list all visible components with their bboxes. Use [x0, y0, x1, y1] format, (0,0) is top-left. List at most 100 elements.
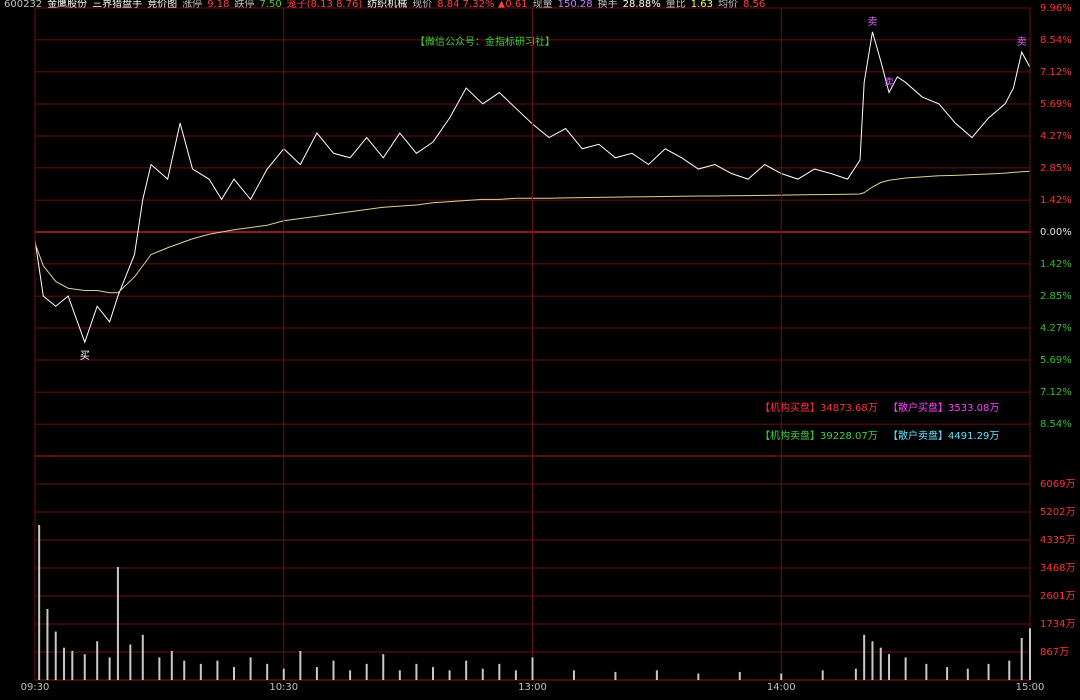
y-tick-label: 7.12% — [1040, 67, 1072, 78]
header-item: 8.84 7.32% ▲0.61 — [437, 0, 527, 10]
header-item: 9.18 — [207, 0, 229, 10]
annotation: 【机构卖盘】39228.07万 — [760, 429, 878, 442]
header-item: 均价 — [718, 0, 738, 10]
volume-bar — [1008, 660, 1011, 680]
header-item: 7.50 — [259, 0, 281, 10]
price-line — [34, 31, 1031, 344]
header-item: 1.63 — [691, 0, 713, 10]
volume-bar — [38, 524, 41, 680]
volume-bar — [888, 654, 891, 680]
volume-bar — [63, 647, 66, 680]
annotation: 【散户卖盘】4491.29万 — [888, 429, 999, 442]
header-item: 三界猎盘手 — [92, 0, 142, 10]
volume-bar — [83, 654, 86, 680]
volume-bar — [129, 644, 132, 680]
volume-bar — [365, 663, 368, 680]
volume-bar — [382, 654, 385, 680]
volume-bar — [481, 668, 484, 680]
y-tick-label: 1734万 — [1040, 619, 1075, 630]
volume-bar — [946, 667, 949, 680]
volume-bar — [655, 670, 658, 680]
volume-bar — [233, 667, 235, 680]
y-tick-label: 1.42% — [1040, 259, 1072, 270]
y-tick-label: 6069万 — [1040, 479, 1075, 490]
header-item: 金鹰股份 — [47, 0, 87, 10]
volume-bar — [821, 670, 824, 680]
volume-bar — [854, 668, 857, 680]
volume-bar — [572, 670, 575, 680]
volume-bar — [349, 670, 352, 680]
header-item: 28.88% — [623, 0, 661, 10]
volume-bar — [332, 660, 335, 680]
volume-bar — [1029, 628, 1031, 680]
volume-bar — [614, 671, 617, 680]
volume-bar — [531, 657, 534, 680]
annotation: 【散户买盘】3533.08万 — [888, 401, 999, 414]
volume-bar — [904, 657, 907, 680]
volume-bar — [71, 650, 74, 680]
volume-bar — [498, 663, 501, 680]
y-tick-label: 1.42% — [1040, 195, 1072, 206]
volume-bar — [415, 663, 418, 680]
volume-bar — [299, 650, 302, 680]
volume-bar — [315, 667, 318, 680]
header-item: 纺织机械 — [367, 0, 407, 10]
header-item: 600232 — [4, 0, 42, 10]
volume-bar — [863, 634, 866, 680]
y-tick-label: 2601万 — [1040, 591, 1075, 602]
header-item: 跌停 — [234, 0, 254, 10]
y-tick-label: 4.27% — [1040, 323, 1072, 334]
volume-bar — [432, 667, 434, 680]
y-tick-label: 8.54% — [1040, 35, 1072, 46]
volume-bar — [116, 566, 119, 680]
signal: 买 — [80, 350, 90, 362]
volume-bar — [398, 670, 401, 680]
volume-bar — [1020, 638, 1023, 680]
signal: 卖 — [884, 77, 894, 89]
y-tick-label: 3468万 — [1040, 563, 1075, 574]
volume-bar — [871, 641, 874, 680]
y-tick-label: 5202万 — [1040, 507, 1075, 518]
header-item: 涨停 — [182, 0, 202, 10]
y-tick-label: 4.27% — [1040, 131, 1072, 142]
volume-bar — [216, 660, 219, 680]
volume-bar — [141, 634, 144, 680]
y-tick-label: 8.54% — [1040, 419, 1072, 430]
header-item: 量比 — [666, 0, 686, 10]
volume-bar — [448, 670, 451, 680]
volume-bar — [46, 608, 49, 680]
volume-bar — [266, 663, 269, 680]
signal: 卖 — [867, 16, 877, 28]
y-tick-label: 7.12% — [1040, 387, 1072, 398]
chart-title: 【微信公众号：金指标研习社】 — [415, 35, 555, 48]
header-item: 笼子(8.13 8.76) — [287, 0, 363, 10]
volume-bar — [966, 668, 969, 680]
x-tick-label: 14:00 — [767, 682, 796, 693]
signal: 卖 — [1017, 36, 1027, 48]
volume-bar — [514, 670, 517, 680]
x-tick-label: 15:00 — [1016, 682, 1045, 693]
volume-bar — [465, 660, 468, 680]
volume-bar — [249, 657, 252, 680]
x-tick-label: 09:30 — [21, 682, 50, 693]
x-tick-label: 13:00 — [518, 682, 547, 693]
header-item: 现量 — [533, 0, 553, 10]
volume-bar — [925, 663, 928, 680]
volume-bar — [108, 657, 111, 680]
volume-bar — [987, 663, 990, 680]
y-tick-label: 2.85% — [1040, 291, 1072, 302]
header-item: 换手 — [598, 0, 618, 10]
volume-bar — [697, 673, 700, 680]
header-item: 8.56 — [743, 0, 765, 10]
volume-bar — [738, 671, 741, 680]
volume-bar — [96, 641, 99, 680]
volume-bar — [183, 660, 186, 680]
y-tick-label: 4335万 — [1040, 535, 1075, 546]
volume-bar — [199, 663, 202, 680]
price-line — [34, 170, 1031, 294]
header-item: 竞价图 — [147, 0, 177, 10]
volume-bar — [158, 657, 161, 680]
y-tick-label: 9.96% — [1040, 3, 1072, 14]
